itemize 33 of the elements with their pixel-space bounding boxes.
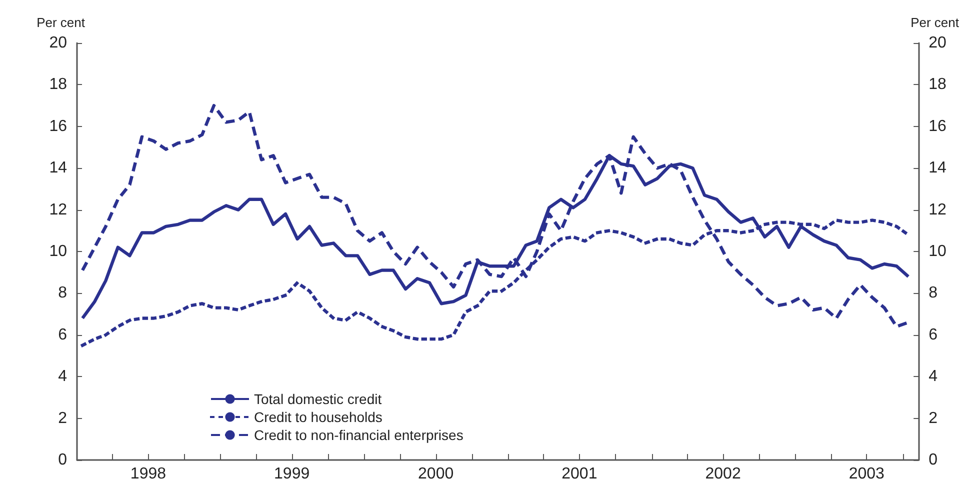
y2-tick-label: 6 (928, 326, 938, 344)
x-tick-label: 2000 (418, 466, 454, 482)
y-tick-label: 6 (58, 326, 68, 344)
y-tick-label: 2 (58, 410, 68, 427)
x-tick-label: 1999 (274, 466, 310, 482)
legend-label: Credit to households (254, 409, 382, 425)
y2-tick-label: 18 (928, 76, 946, 94)
y-tick-label: 18 (49, 76, 68, 94)
y2-tick-label: 16 (928, 118, 946, 135)
y-axis-title: Per cent (36, 15, 86, 30)
x-tick-label: 2003 (848, 466, 885, 482)
x-tick-label: 2002 (705, 466, 741, 482)
legend-label: Total domestic credit (254, 391, 382, 407)
x-tick-label: 2001 (562, 466, 598, 482)
y2-tick-label: 2 (928, 410, 938, 427)
y-tick-label: 10 (49, 243, 68, 260)
y2-tick-label: 12 (928, 201, 946, 218)
y2-tick-label: 10 (928, 243, 946, 260)
y2-axis-title: Per cent (910, 15, 960, 30)
y-tick-label: 12 (49, 201, 68, 218)
y2-tick-label: 14 (928, 160, 946, 177)
y2-tick-label: 0 (928, 452, 938, 468)
y-tick-label: 8 (58, 284, 68, 302)
y2-tick-label: 4 (928, 368, 938, 386)
y-tick-label: 16 (49, 118, 68, 135)
y2-tick-label: 20 (928, 34, 946, 52)
x-tick-label: 1998 (130, 466, 166, 482)
y-tick-label: 4 (58, 368, 68, 386)
y-tick-label: 14 (49, 160, 68, 177)
legend-label: Credit to non-financial enterprises (254, 427, 464, 443)
y2-tick-label: 8 (928, 284, 938, 302)
y-tick-label: 0 (58, 452, 68, 468)
y-tick-label: 20 (49, 34, 68, 52)
